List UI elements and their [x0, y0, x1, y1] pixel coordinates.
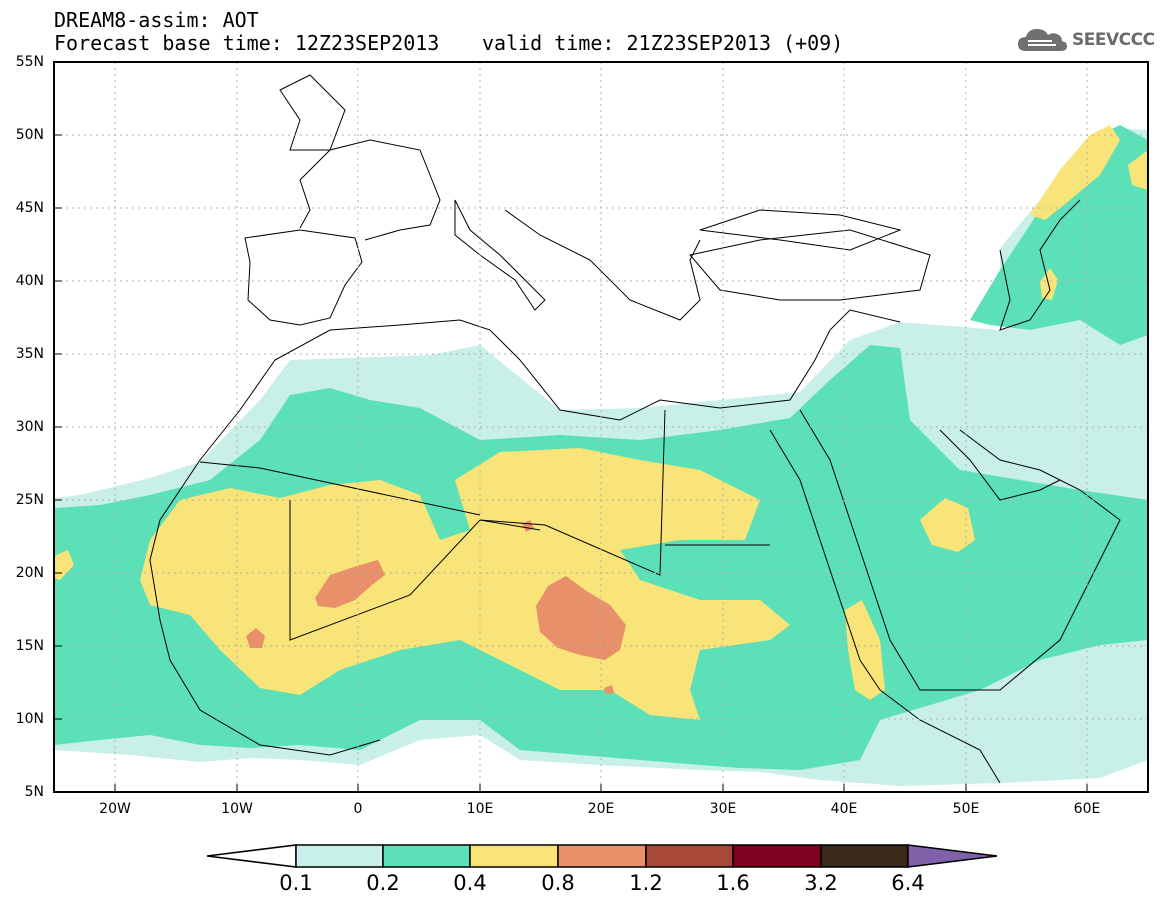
lat-label-5n: 5N [24, 784, 44, 800]
black-sea [699, 209, 902, 251]
lon-label-10e: 10E [466, 801, 494, 817]
lat-label-30n: 30N [15, 419, 44, 435]
colorbar-segment-1.2-1.6 [645, 844, 734, 868]
seevccc-logo: SEEVCCC [1016, 22, 1156, 58]
aot-band-0.2-0.4-ne [970, 125, 1148, 345]
lat-label-25n: 25N [15, 492, 44, 508]
lon-label-60e: 60E [1073, 801, 1101, 817]
north-africa-coast [239, 319, 816, 421]
lat-label-40n: 40N [15, 273, 44, 289]
lat-label-55n: 55N [15, 54, 44, 70]
levant-coast [814, 309, 901, 361]
colorbar-label-3.2: 3.2 [804, 871, 838, 895]
france-coast [299, 139, 441, 241]
colorbar [206, 844, 998, 868]
gridlines [54, 62, 1148, 792]
aot-band-0.8-1.2-niger [315, 560, 385, 608]
aot-band-0.8-1.2-chad [536, 576, 626, 660]
colorbar-label-6.4: 6.4 [891, 871, 925, 895]
lon-label-40e: 40E [830, 801, 858, 817]
map-title: DREAM8-assim: AOT [54, 8, 259, 32]
cloud-icon [1018, 29, 1067, 51]
border-algeria [199, 461, 481, 516]
lat-label-50n: 50N [15, 127, 44, 143]
colorbar-segment-0.8-1.2 [557, 844, 647, 868]
colorbar-label-0.4: 0.4 [453, 871, 487, 895]
lon-label-10w: 10W [221, 801, 253, 817]
turkey-coast [689, 229, 931, 301]
caspian-coast [999, 199, 1081, 331]
valid-time: valid time: 21Z23SEP2013 (+09) [482, 31, 844, 55]
colorbar-label-0.8: 0.8 [541, 871, 575, 895]
aot-band-0.4-0.8-east [920, 498, 975, 552]
aot-band-0.4-0.8-ne [1128, 150, 1148, 190]
aot-band-0.4-0.8 [140, 448, 790, 720]
persian-gulf [939, 429, 1061, 501]
italy-coast [454, 199, 546, 311]
lat-label-35n: 35N [15, 346, 44, 362]
coastlines [149, 74, 1121, 784]
border-mali-niger [289, 500, 541, 641]
arabia-coast [799, 409, 1121, 691]
lon-label-50e: 50E [952, 801, 980, 817]
colorbar-label-1.6: 1.6 [716, 871, 750, 895]
border-libya-chad [479, 409, 666, 576]
aot-band-0.4-0.8-caspian [1030, 125, 1120, 220]
lat-label-10n: 10N [15, 711, 44, 727]
iberia-coast [244, 229, 363, 326]
colorbar-segment-0.1-0.2 [295, 844, 384, 868]
axis-ticks [54, 61, 1088, 793]
colorbar-segment-0.2-0.4 [382, 844, 471, 868]
colorbar-segment-1.6-3.2 [732, 844, 822, 868]
lat-label-45n: 45N [15, 200, 44, 216]
lon-label-20w: 20W [99, 801, 131, 817]
colorbar-label-0.2: 0.2 [366, 871, 400, 895]
lat-label-20n: 20N [15, 565, 44, 581]
colorbar-label-0.1: 0.1 [279, 871, 313, 895]
aot-band-0.4-0.8-red-sea [845, 600, 885, 700]
lon-label-0: 0 [353, 801, 363, 817]
logo-text: SEEVCCC [1072, 30, 1155, 50]
lon-label-30e: 30E [709, 801, 737, 817]
lon-label-20e: 20E [587, 801, 615, 817]
aot-band-0.8-1.2-sudan [604, 685, 614, 694]
balkan-coast [504, 209, 701, 321]
forecast-base-time: Forecast base time: 12Z23SEP2013 [54, 31, 440, 55]
red-sea-west [769, 429, 881, 691]
aot-band-0.8-1.2-mali [246, 628, 265, 648]
colorbar-segment-3.2-6.4 [820, 844, 909, 868]
lat-label-15n: 15N [15, 638, 44, 654]
britain [279, 74, 346, 151]
west-africa-coast [149, 409, 381, 756]
colorbar-arrow-high [907, 844, 998, 868]
colorbar-arrow-low [206, 844, 297, 868]
colorbar-label-1.2: 1.2 [629, 871, 663, 895]
colorbar-segment-0.4-0.8 [469, 844, 559, 868]
horn-africa [879, 689, 1001, 784]
